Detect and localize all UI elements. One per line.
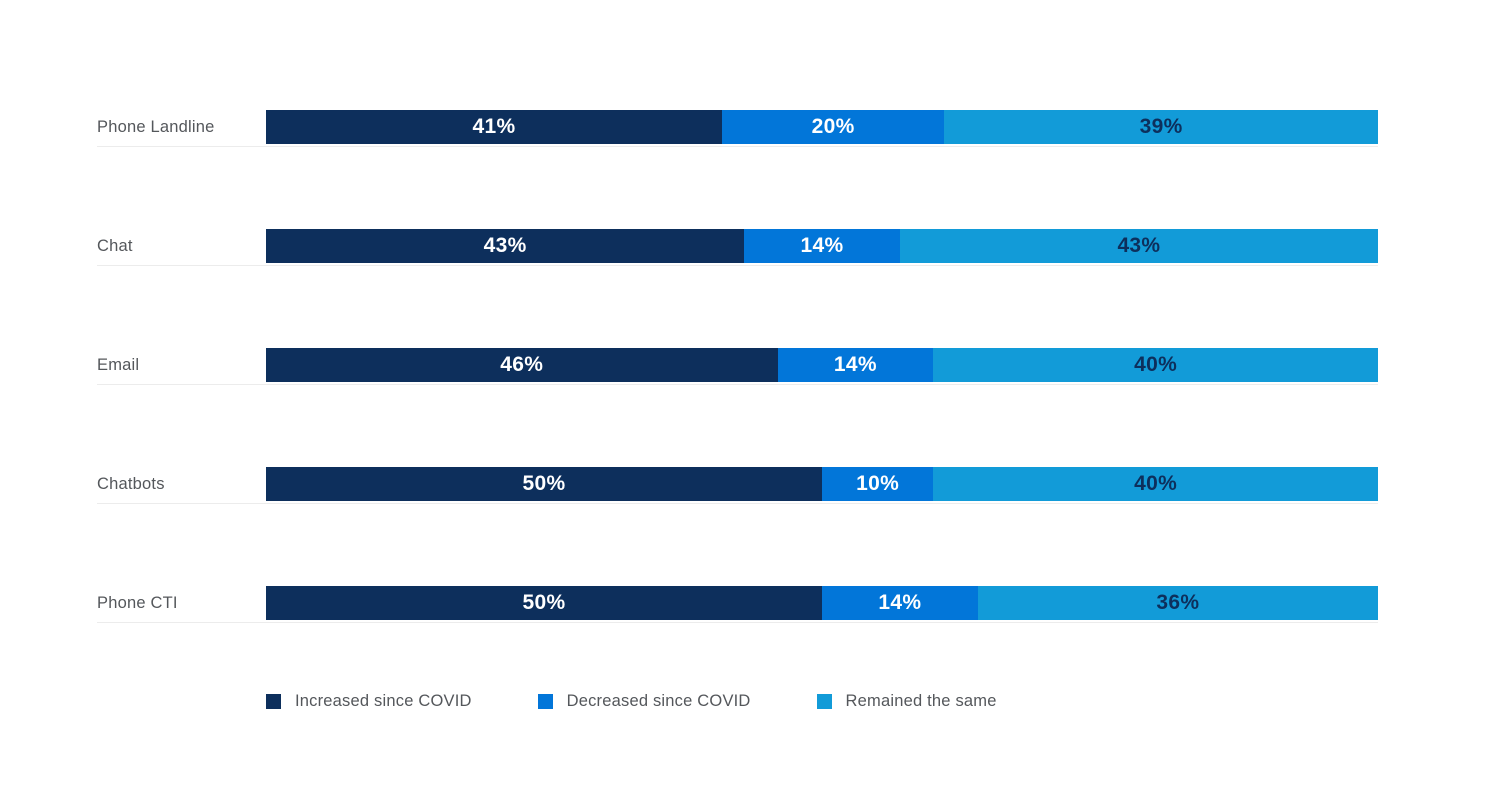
- chart-row: Phone CTI 50% 14% 36%: [97, 586, 1378, 623]
- bar-segment: 43%: [266, 229, 745, 263]
- legend-swatch-icon: [266, 694, 281, 709]
- chart-row: Email 46% 14% 40%: [97, 348, 1378, 385]
- bar-segment: 50%: [266, 586, 822, 620]
- chart-legend: Increased since COVID Decreased since COV…: [266, 692, 997, 711]
- bar-segment: 14%: [777, 348, 934, 382]
- chart-row: Chatbots 50% 10% 40%: [97, 467, 1378, 504]
- legend-label: Increased since COVID: [295, 692, 472, 710]
- segment-value-label: 46%: [500, 353, 544, 376]
- segment-value-label: 43%: [483, 234, 527, 257]
- category-label: Phone CTI: [97, 593, 178, 612]
- stacked-bar-chart: Phone Landline 41% 20% 39% Chat 43% 14% 43% Emai…: [97, 110, 1378, 623]
- stacked-bar: 46% 14% 40%: [266, 348, 1378, 382]
- segment-value-label: 50%: [522, 591, 566, 614]
- segment-value-label: 36%: [1156, 591, 1200, 614]
- legend-item: Remained the same: [816, 692, 997, 711]
- category-label: Email: [97, 355, 140, 374]
- bar-segment: 36%: [977, 586, 1378, 620]
- bar-segment: 10%: [822, 467, 934, 501]
- segment-value-label: 14%: [833, 353, 877, 376]
- bar-segment: 50%: [266, 467, 822, 501]
- category-label: Phone Landline: [97, 117, 215, 136]
- bar-segment: 43%: [899, 229, 1378, 263]
- segment-value-label: 10%: [856, 472, 900, 495]
- segment-value-label: 14%: [878, 591, 922, 614]
- bar-segment: 41%: [266, 110, 722, 144]
- segment-value-label: 50%: [522, 472, 566, 495]
- legend-item: Decreased since COVID: [537, 692, 751, 711]
- category-label: Chatbots: [97, 474, 165, 493]
- bar-segment: 20%: [721, 110, 945, 144]
- bar-segment: 40%: [933, 348, 1378, 382]
- bar-segment: 40%: [933, 467, 1378, 501]
- stacked-bar: 50% 10% 40%: [266, 467, 1378, 501]
- chart-row: Chat 43% 14% 43%: [97, 229, 1378, 266]
- legend-swatch-icon: [816, 694, 832, 709]
- legend-label: Decreased since COVID: [566, 692, 751, 710]
- bar-segment: 39%: [944, 110, 1378, 144]
- segment-value-label: 40%: [1134, 353, 1178, 376]
- segment-value-label: 43%: [1117, 234, 1161, 257]
- stacked-bar: 43% 14% 43%: [266, 229, 1378, 263]
- segment-value-label: 20%: [811, 115, 855, 138]
- bar-segment: 14%: [744, 229, 900, 263]
- segment-value-label: 39%: [1139, 115, 1183, 138]
- segment-value-label: 40%: [1134, 472, 1178, 495]
- stacked-bar: 41% 20% 39%: [266, 110, 1378, 144]
- bar-segment: 46%: [266, 348, 778, 382]
- segment-value-label: 14%: [800, 234, 844, 257]
- legend-label: Remained the same: [845, 692, 997, 710]
- stacked-bar: 50% 14% 36%: [266, 586, 1378, 620]
- legend-item: Increased since COVID: [266, 692, 472, 711]
- segment-value-label: 41%: [472, 115, 516, 138]
- bar-segment: 14%: [822, 586, 978, 620]
- legend-swatch-icon: [537, 694, 553, 709]
- chart-row: Phone Landline 41% 20% 39%: [97, 110, 1378, 147]
- category-label: Chat: [97, 236, 133, 255]
